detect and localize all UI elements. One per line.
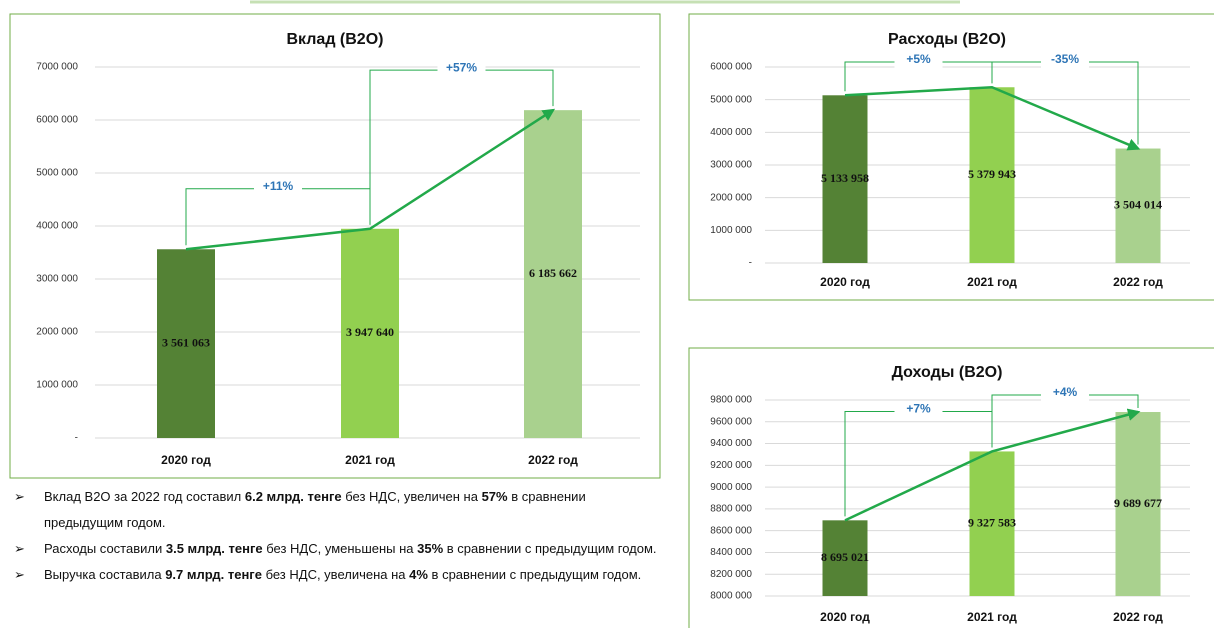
y-tick-label: 8000 000 — [710, 591, 752, 602]
bullet-text: без НДС, увеличена на — [261, 567, 410, 582]
bullet-text: 6.2 млрд. тенге — [244, 489, 342, 504]
trend-line — [185, 108, 556, 251]
annotation: +57% — [446, 60, 477, 74]
bullet: Выручка составила 9.7 млрд. тенге без НД… — [14, 562, 664, 588]
y-tick-label: 4000 000 — [36, 221, 78, 232]
y-tick-label: 2000 000 — [36, 327, 78, 338]
chart-title: Расходы (B2O) — [888, 31, 1006, 48]
annotation-bg — [894, 403, 943, 420]
bullet-text: 9.7 млрд. тенге — [165, 567, 262, 582]
value-label: 6 185 662 — [529, 266, 577, 280]
annotation: +7% — [906, 402, 931, 416]
y-tick-label: - — [75, 433, 78, 444]
bullet: Расходы составили 3.5 млрд. тенге без НД… — [14, 536, 664, 562]
bullet-text: Вклад B2O за 2022 год составил — [44, 489, 245, 504]
y-tick-label: 7000 000 — [36, 62, 78, 73]
value-label: 3 947 640 — [346, 325, 394, 339]
y-tick-label: 1000 000 — [710, 225, 752, 236]
y-tick-label: 8600 000 — [710, 525, 752, 536]
bar — [524, 110, 582, 438]
x-tick-label: 2020 год — [820, 610, 870, 624]
bar — [1115, 148, 1161, 263]
annotation-bg — [1041, 54, 1089, 70]
y-tick-label: 4000 000 — [710, 127, 752, 138]
x-tick-label: 2021 год — [967, 275, 1017, 289]
y-tick-label: 9600 000 — [710, 416, 752, 427]
chart-title: Доходы (B2O) — [892, 364, 1003, 381]
y-tick-label: 6000 000 — [36, 115, 78, 126]
bar — [969, 87, 1015, 264]
bullet-list: Вклад B2O за 2022 год составил 6.2 млрд.… — [14, 484, 664, 588]
y-tick-label: 9800 000 — [710, 395, 752, 406]
x-tick-label: 2022 год — [1113, 610, 1163, 624]
y-tick-label: 8200 000 — [710, 569, 752, 580]
bullet-text: в сравнении с предыдущим годом. — [443, 541, 657, 556]
x-tick-label: 2022 год — [1113, 275, 1163, 289]
annotation-bg — [437, 62, 486, 79]
bullet-text: в сравнении с предыдущим годом. — [427, 567, 642, 582]
annotation: +5% — [906, 52, 931, 66]
bar — [822, 95, 868, 263]
y-tick-label: 3000 000 — [710, 160, 752, 171]
y-tick-label: 5000 000 — [710, 94, 752, 105]
bar — [1115, 412, 1161, 596]
y-tick-label: 2000 000 — [710, 192, 752, 203]
x-tick-label: 2021 год — [345, 453, 395, 467]
bullet-text: без НДС, увеличен на — [341, 489, 482, 504]
y-tick-label: 6000 000 — [710, 62, 752, 73]
x-tick-label: 2021 год — [967, 610, 1017, 624]
value-label: 9 689 677 — [1114, 496, 1162, 510]
x-tick-label: 2020 год — [161, 453, 211, 467]
bar — [969, 451, 1015, 596]
chart-frame — [688, 347, 1214, 628]
annotation: +4% — [1053, 385, 1078, 399]
annotation: -35% — [1051, 52, 1079, 66]
bar — [822, 520, 868, 596]
annotation-bg — [894, 54, 943, 70]
y-tick-label: 5000 000 — [36, 168, 78, 179]
value-label: 3 504 014 — [1114, 198, 1162, 212]
value-label: 8 695 021 — [821, 550, 869, 564]
x-tick-label: 2020 год — [820, 275, 870, 289]
bullet-text: 35% — [417, 541, 444, 556]
y-tick-label: 8400 000 — [710, 547, 752, 558]
y-tick-label: 1000 000 — [36, 380, 78, 391]
bullet-text: в сравнении предыдущим годом. — [44, 489, 586, 530]
chart-frame — [9, 13, 661, 479]
bullet-text: 4% — [409, 567, 428, 582]
bullet-text: 57% — [481, 489, 508, 504]
annotation-bg — [254, 180, 302, 197]
value-label: 3 561 063 — [162, 335, 210, 349]
x-tick-label: 2022 год — [528, 453, 578, 467]
bullet-text: Выручка составила — [44, 567, 166, 582]
bullet-text: Расходы составили — [44, 541, 166, 556]
trend-line — [844, 408, 1141, 522]
y-tick-label: 9000 000 — [710, 482, 752, 493]
y-tick-label: 9400 000 — [710, 438, 752, 449]
bullet-text: 3.5 млрд. тенге — [165, 541, 263, 556]
value-label: 5 133 958 — [821, 171, 869, 185]
value-label: 9 327 583 — [968, 515, 1016, 529]
trend-line — [844, 85, 1141, 151]
chart-frame — [688, 13, 1214, 301]
chart-title: Вклад (B2O) — [287, 31, 384, 48]
bar — [341, 228, 399, 438]
bullet: Вклад B2O за 2022 год составил 6.2 млрд.… — [14, 484, 664, 536]
y-tick-label: 9200 000 — [710, 460, 752, 471]
y-tick-label: 3000 000 — [36, 274, 78, 285]
bar — [157, 249, 215, 438]
value-label: 5 379 943 — [968, 167, 1016, 181]
annotation-bg — [1041, 387, 1089, 403]
y-tick-label: 8800 000 — [710, 504, 752, 515]
annotation: +11% — [263, 179, 294, 193]
bullet-text: без НДС, уменьшены на — [262, 541, 418, 556]
y-tick-label: - — [749, 258, 752, 269]
